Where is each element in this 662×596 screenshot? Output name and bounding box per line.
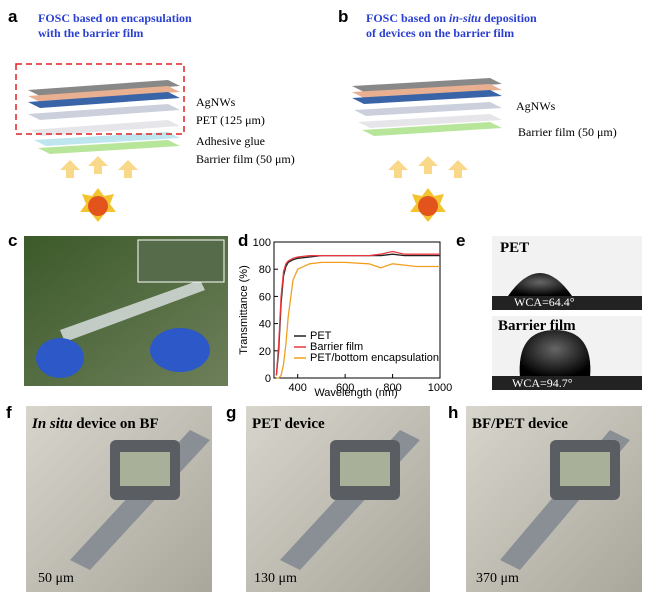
legend-label: PET/bottom encapsulation (310, 352, 439, 364)
sample-name: PET (500, 240, 529, 256)
inset-photo (137, 239, 225, 283)
layer-label: Barrier film (50 μm) (518, 125, 617, 139)
panel-label: d (238, 231, 248, 250)
series-line (275, 250, 440, 376)
panel-d: d Transmittance (%) Wavelength (nm) 0 20 4… (238, 231, 452, 399)
y-tick-label: 100 (253, 237, 271, 249)
x-tick-label: 800 (383, 382, 401, 394)
layer (28, 80, 180, 96)
plot-frame (273, 241, 441, 379)
panel-label: h (448, 403, 458, 422)
panel-title: FOSC based on encapsulation (38, 11, 192, 25)
y-tick-label: 60 (259, 291, 271, 303)
thickness: 50 μm (38, 571, 74, 586)
layer (28, 86, 180, 102)
photo-title: BF/PET device (472, 416, 568, 432)
panel-c: c (8, 231, 228, 386)
title-text: device on BF (72, 416, 158, 432)
y-tick-label: 40 (259, 319, 271, 331)
layer (34, 132, 180, 146)
y-axis-label: Transmittance (%) (238, 265, 250, 354)
layer-label: Barrier film (50 μm) (196, 152, 295, 166)
title-text: deposition (481, 11, 537, 25)
thickness: 130 μm (254, 571, 297, 586)
title-text: FOSC based on (366, 11, 449, 25)
panel-f: f In situ device on BF 50 μm (6, 403, 212, 592)
y-tick-label: 20 (259, 346, 271, 358)
legend-label: PET (310, 330, 332, 342)
sample-name: Barrier film (498, 318, 576, 334)
layer-label: AgNWs (196, 95, 236, 109)
title-italic: in-situ (449, 11, 481, 25)
wca: WCA=64.4° (514, 295, 575, 309)
layer (30, 120, 180, 136)
layer-label: Adhesive glue (196, 134, 265, 148)
panel-label: f (6, 403, 12, 422)
layer (28, 104, 180, 120)
x-tick-label: 400 (289, 382, 307, 394)
layer-label: PET (125 μm) (196, 113, 265, 127)
panel-label: e (456, 231, 465, 250)
panel-g: g PET device 130 μm (226, 403, 430, 592)
thickness: 370 μm (476, 571, 519, 586)
wca: WCA=94.7° (512, 376, 573, 390)
series-line (276, 261, 440, 379)
layer-label: AgNWs (516, 99, 556, 113)
panel-label: b (338, 7, 348, 26)
panel-title: with the barrier film (38, 26, 143, 40)
legend-label: Barrier film (310, 341, 363, 353)
y-tick-label: 80 (259, 264, 271, 276)
x-tick-label: 600 (336, 382, 354, 394)
panel-title: of devices on the barrier film (366, 26, 514, 40)
panel-title: FOSC based on in-situ deposition (366, 11, 537, 25)
panel-e: e PET WCA=64.4° Barrier film WCA=94.7° (456, 231, 642, 390)
panel-label: a (8, 7, 18, 26)
photo-title: PET device (252, 416, 325, 432)
panel-label: g (226, 403, 236, 422)
y-tick-label: 0 (265, 373, 271, 385)
layer (28, 92, 180, 108)
panel-a: a FOSC based on encapsulation with the b… (8, 7, 295, 222)
layer (38, 140, 180, 154)
panel-h: h BF/PET device 370 μm (448, 403, 642, 592)
highlight-box (15, 63, 185, 135)
x-axis-label: Wavelength (nm) (314, 387, 397, 399)
panel-b: b FOSC based on in-situ deposition of de… (338, 7, 617, 222)
photo-title: In situ device on BF (31, 416, 159, 432)
panel-label: c (8, 231, 17, 250)
title-italic: In situ (31, 416, 72, 432)
x-tick-label: 1000 (428, 382, 452, 394)
